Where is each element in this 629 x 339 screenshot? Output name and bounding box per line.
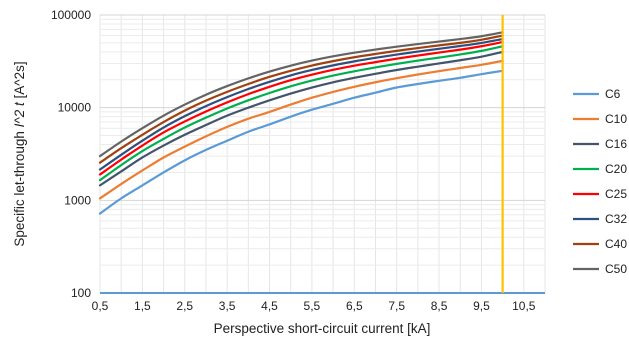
x-tick-label: 6,5: [346, 299, 363, 313]
x-tick-label: 4,5: [261, 299, 278, 313]
legend-label-c16: C16: [605, 137, 627, 151]
series-layer: [98, 31, 504, 215]
series-line-c20: [98, 45, 504, 182]
y-axis-title: Specific let-through I^2 t [A^2s]: [12, 61, 27, 246]
x-tick-label: 0,5: [92, 299, 109, 313]
x-tick-label: 9,5: [473, 299, 490, 313]
series-line-c25: [98, 41, 504, 176]
legend-label-c6: C6: [605, 87, 621, 101]
y-tick-labels: 100 1000 10000 100000: [51, 8, 91, 300]
y-axis-title-prefix: Specific let-through: [12, 127, 27, 246]
y-axis-title-symbol: I^2 t: [12, 101, 27, 127]
legend: C6 C10 C16 C20 C25 C32 C40 C50: [573, 87, 627, 276]
legend-label-c25: C25: [605, 187, 627, 201]
legend-label-c20: C20: [605, 162, 627, 176]
y-tick-label: 10000: [58, 101, 92, 115]
series-line-c10: [98, 59, 504, 200]
x-tick-label: 1,5: [134, 299, 151, 313]
x-tick-label: 10,5: [512, 299, 536, 313]
x-tick-label: 7,5: [388, 299, 405, 313]
series-line-c16: [98, 50, 504, 187]
x-tick-label: 3,5: [219, 299, 236, 313]
series-line-c40: [98, 34, 504, 164]
series-line-c6: [98, 69, 504, 215]
legend-label-c32: C32: [605, 212, 627, 226]
x-tick-labels: 0,5 1,5 2,5 3,5 4,5 5,5 6,5 7,5 8,5 9,5 10,5: [92, 299, 536, 313]
series-line-c32: [98, 37, 504, 171]
legend-label-c10: C10: [605, 112, 627, 126]
x-axis-title: Perspective short-circuit current [kA]: [214, 321, 431, 336]
series-line-c50: [98, 31, 504, 158]
y-tick-label: 100000: [51, 8, 91, 22]
legend-label-c50: C50: [605, 262, 627, 276]
legend-label-c40: C40: [605, 237, 627, 251]
y-tick-label: 1000: [64, 193, 91, 207]
y-axis-title-unit: [A^2s]: [12, 61, 27, 102]
x-tick-label: 5,5: [304, 299, 321, 313]
x-tick-label: 2,5: [176, 299, 193, 313]
y-tick-label: 100: [71, 286, 91, 300]
x-tick-label: 8,5: [431, 299, 448, 313]
